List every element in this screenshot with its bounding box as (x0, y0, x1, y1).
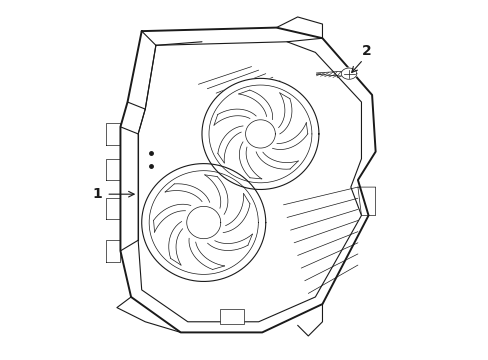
Polygon shape (357, 187, 375, 215)
Polygon shape (106, 123, 120, 145)
Polygon shape (106, 159, 120, 180)
Polygon shape (142, 163, 265, 282)
Polygon shape (120, 28, 375, 332)
Polygon shape (186, 206, 220, 239)
Polygon shape (106, 198, 120, 219)
Polygon shape (245, 120, 275, 148)
Polygon shape (341, 68, 356, 79)
Polygon shape (106, 240, 120, 261)
FancyBboxPatch shape (219, 309, 244, 324)
Text: 2: 2 (361, 44, 371, 58)
Text: 1: 1 (92, 187, 102, 201)
Polygon shape (202, 78, 318, 189)
